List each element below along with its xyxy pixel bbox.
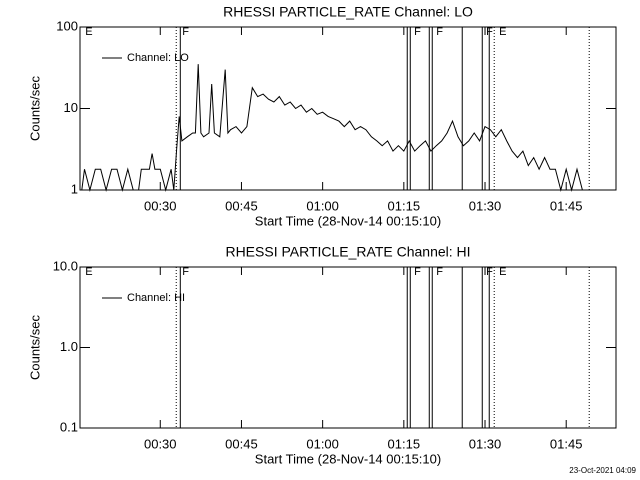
y-tick-label: 1: [71, 181, 78, 196]
y-tick-label: 1.0: [60, 339, 78, 354]
x-tick-label: 01:15: [388, 198, 421, 213]
event-flag: E: [85, 26, 92, 38]
y-axis-label: Counts/sec: [27, 314, 42, 380]
y-tick-label: 100: [56, 18, 78, 33]
x-axis-label: Start Time (28-Nov-14 00:15:10): [255, 451, 441, 466]
y-tick-label: 10: [64, 100, 78, 115]
y-axis-label: Counts/sec: [27, 75, 42, 141]
event-flag: F: [414, 26, 421, 38]
legend-label: Channel: HI: [127, 292, 185, 304]
x-tick-label: 00:30: [144, 436, 177, 451]
event-flag: F: [436, 26, 443, 38]
x-tick-label: 01:45: [550, 198, 583, 213]
event-flag: F: [486, 266, 493, 278]
x-tick-label: 01:30: [469, 436, 502, 451]
plot-frame: [79, 26, 617, 191]
x-tick-label: 01:30: [469, 198, 502, 213]
event-flag: E: [499, 266, 506, 278]
x-tick-label: 00:30: [144, 198, 177, 213]
plot-frame: [79, 266, 617, 429]
legend-label: Channel: LO: [127, 52, 189, 64]
event-flag: F: [486, 26, 493, 38]
data-line: [81, 64, 583, 192]
x-tick-label: 01:00: [306, 198, 339, 213]
chart-title: RHESSI PARTICLE_RATE Channel: LO: [223, 4, 473, 20]
x-tick-label: 00:45: [225, 198, 258, 213]
y-tick-label: 0.1: [60, 419, 78, 434]
x-tick-label: 01:00: [306, 436, 339, 451]
event-flag: F: [436, 266, 443, 278]
event-flag: E: [85, 266, 92, 278]
x-tick-label: 01:45: [550, 436, 583, 451]
chart-title: RHESSI PARTICLE_RATE Channel: HI: [225, 244, 470, 260]
event-flag: F: [414, 266, 421, 278]
event-flag: E: [499, 26, 506, 38]
x-tick-label: 00:45: [225, 436, 258, 451]
event-flag: F: [182, 26, 189, 38]
y-tick-label: 10.0: [53, 258, 78, 273]
x-tick-label: 01:15: [388, 436, 421, 451]
x-axis-label: Start Time (28-Nov-14 00:15:10): [255, 213, 441, 228]
event-flag: F: [182, 266, 189, 278]
footer: 23-Oct-2021 04:09: [569, 466, 636, 475]
